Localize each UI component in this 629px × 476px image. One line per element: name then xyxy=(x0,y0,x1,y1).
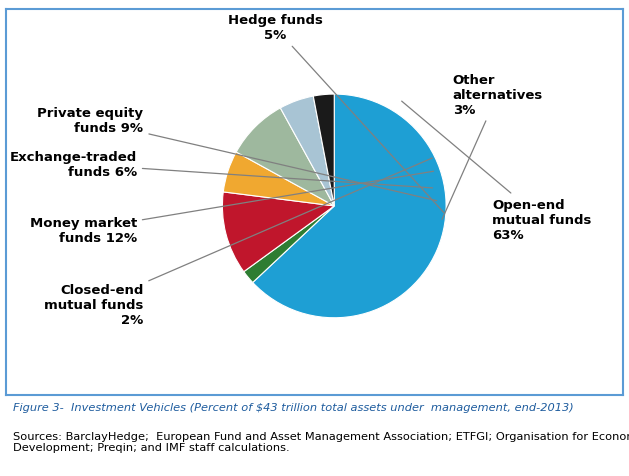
Wedge shape xyxy=(223,192,334,272)
Wedge shape xyxy=(313,95,334,207)
Text: Private equity
funds 9%: Private equity funds 9% xyxy=(38,107,437,201)
Text: Closed-end
mutual funds
2%: Closed-end mutual funds 2% xyxy=(44,159,432,327)
Text: Money market
funds 12%: Money market funds 12% xyxy=(30,172,433,244)
Wedge shape xyxy=(253,95,446,318)
Text: Hedge funds
5%: Hedge funds 5% xyxy=(228,14,444,213)
Wedge shape xyxy=(237,109,334,207)
Text: Exchange-traded
funds 6%: Exchange-traded funds 6% xyxy=(9,150,433,188)
Wedge shape xyxy=(281,97,334,207)
Text: Open-end
mutual funds
63%: Open-end mutual funds 63% xyxy=(402,102,591,241)
Text: Figure 3-  Investment Vehicles (Percent of $43 trillion total assets under  mana: Figure 3- Investment Vehicles (Percent o… xyxy=(13,402,573,412)
Text: Other
alternatives
3%: Other alternatives 3% xyxy=(442,73,543,220)
Wedge shape xyxy=(223,153,334,207)
Wedge shape xyxy=(244,207,334,283)
Text: Sources: BarclayHedge;  European Fund and Asset Management Association; ETFGI; O: Sources: BarclayHedge; European Fund and… xyxy=(13,431,629,452)
